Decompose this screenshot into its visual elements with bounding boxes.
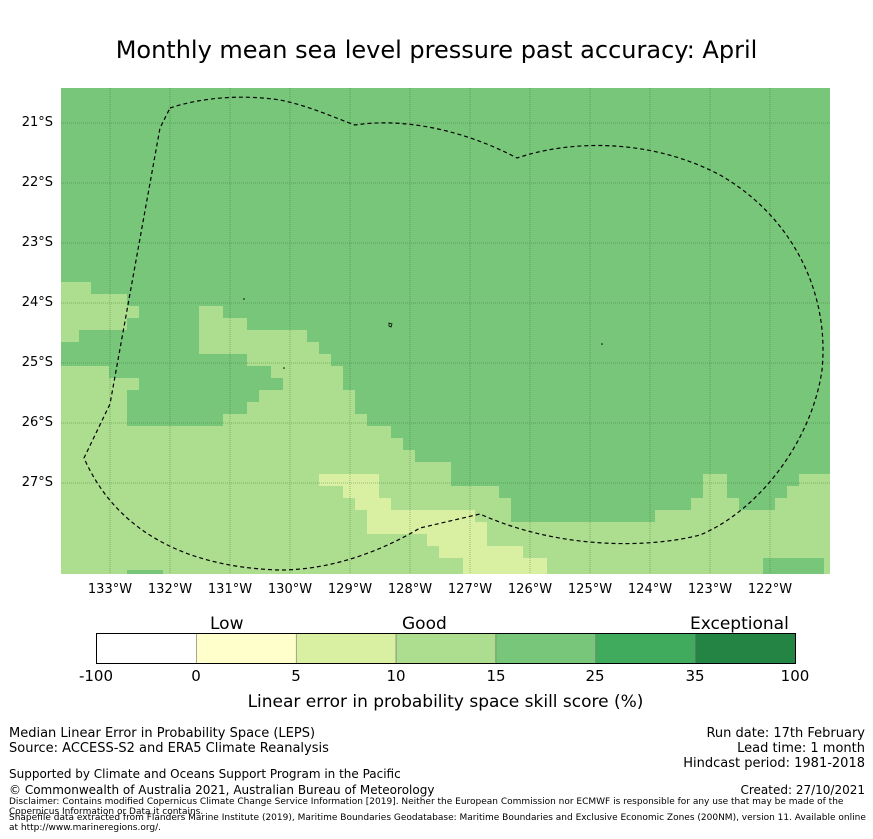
colorbar-cell xyxy=(196,633,297,664)
colorbar-tick: -100 xyxy=(78,667,114,685)
lon-label: 126°W xyxy=(507,582,553,597)
colorbar-tick: 15 xyxy=(486,667,506,685)
lon-label: 127°W xyxy=(447,582,493,597)
colorbar-label: Linear error in probability space skill … xyxy=(247,692,644,712)
lon-label: 128°W xyxy=(387,582,433,597)
lat-label: 25°S xyxy=(21,355,53,370)
skill-region-10-15 xyxy=(61,282,830,574)
island-dot xyxy=(283,367,285,369)
lon-label: 131°W xyxy=(207,582,253,597)
colorbar-tick: 0 xyxy=(191,667,201,685)
lon-label: 132°W xyxy=(147,582,193,597)
colorbar-tick: 5 xyxy=(291,667,301,685)
hindcast-period: Hindcast period: 1981-2018 xyxy=(683,756,865,771)
lead-time: Lead time: 1 month xyxy=(737,741,865,756)
eez-boundary xyxy=(83,96,824,571)
lat-label: 23°S xyxy=(21,235,53,250)
lon-label: 125°W xyxy=(567,582,613,597)
colorbar-cell xyxy=(295,633,397,664)
colorbar-tick: 10 xyxy=(386,667,406,685)
colorbar-category-exceptional: Exceptional xyxy=(690,614,789,634)
colorbar-cell xyxy=(595,633,696,664)
lat-label: 27°S xyxy=(21,475,53,490)
colorbar-cell xyxy=(395,633,497,664)
colorbar-tick: 100 xyxy=(780,667,810,685)
island-dot xyxy=(601,343,603,345)
lat-label: 26°S xyxy=(21,415,53,430)
colorbar-category-good: Good xyxy=(402,614,447,634)
island-dot xyxy=(243,298,245,300)
lat-label: 21°S xyxy=(21,115,53,130)
colorbar-tick: 35 xyxy=(685,667,705,685)
island-outline xyxy=(388,322,393,328)
shapefile-credit: Shapefile data extracted from Flanders M… xyxy=(9,813,866,833)
lon-label: 133°W xyxy=(87,582,133,597)
created-date: Created: 27/10/2021 xyxy=(740,783,865,797)
colorbar-category-low: Low xyxy=(210,614,244,634)
footer-method: Median Linear Error in Probability Space… xyxy=(9,726,316,741)
lon-label: 129°W xyxy=(327,582,373,597)
page-title: Monthly mean sea level pressure past acc… xyxy=(115,36,758,64)
colorbar xyxy=(96,633,796,664)
skill-region-25-35 xyxy=(763,558,824,574)
colorbar-cell xyxy=(695,633,796,664)
footer-support: Supported by Climate and Oceans Support … xyxy=(9,767,401,781)
lon-label: 124°W xyxy=(627,582,673,597)
colorbar-cell xyxy=(96,633,197,664)
disclaimer: Disclaimer: Contains modified Copernicus… xyxy=(9,797,844,817)
run-date: Run date: 17th February xyxy=(706,726,865,741)
colorbar-cell xyxy=(495,633,597,664)
lon-label: 122°W xyxy=(747,582,793,597)
lat-label: 24°S xyxy=(21,295,53,310)
map xyxy=(61,88,830,574)
skill-region-5-10 xyxy=(319,474,547,574)
lat-label: 22°S xyxy=(21,175,53,190)
lon-label: 130°W xyxy=(267,582,313,597)
footer-source: Source: ACCESS-S2 and ERA5 Climate Reana… xyxy=(9,741,329,756)
footer-copyright: © Commonwealth of Australia 2021, Austra… xyxy=(9,783,435,797)
lon-label: 123°W xyxy=(687,582,733,597)
colorbar-tick: 25 xyxy=(585,667,605,685)
